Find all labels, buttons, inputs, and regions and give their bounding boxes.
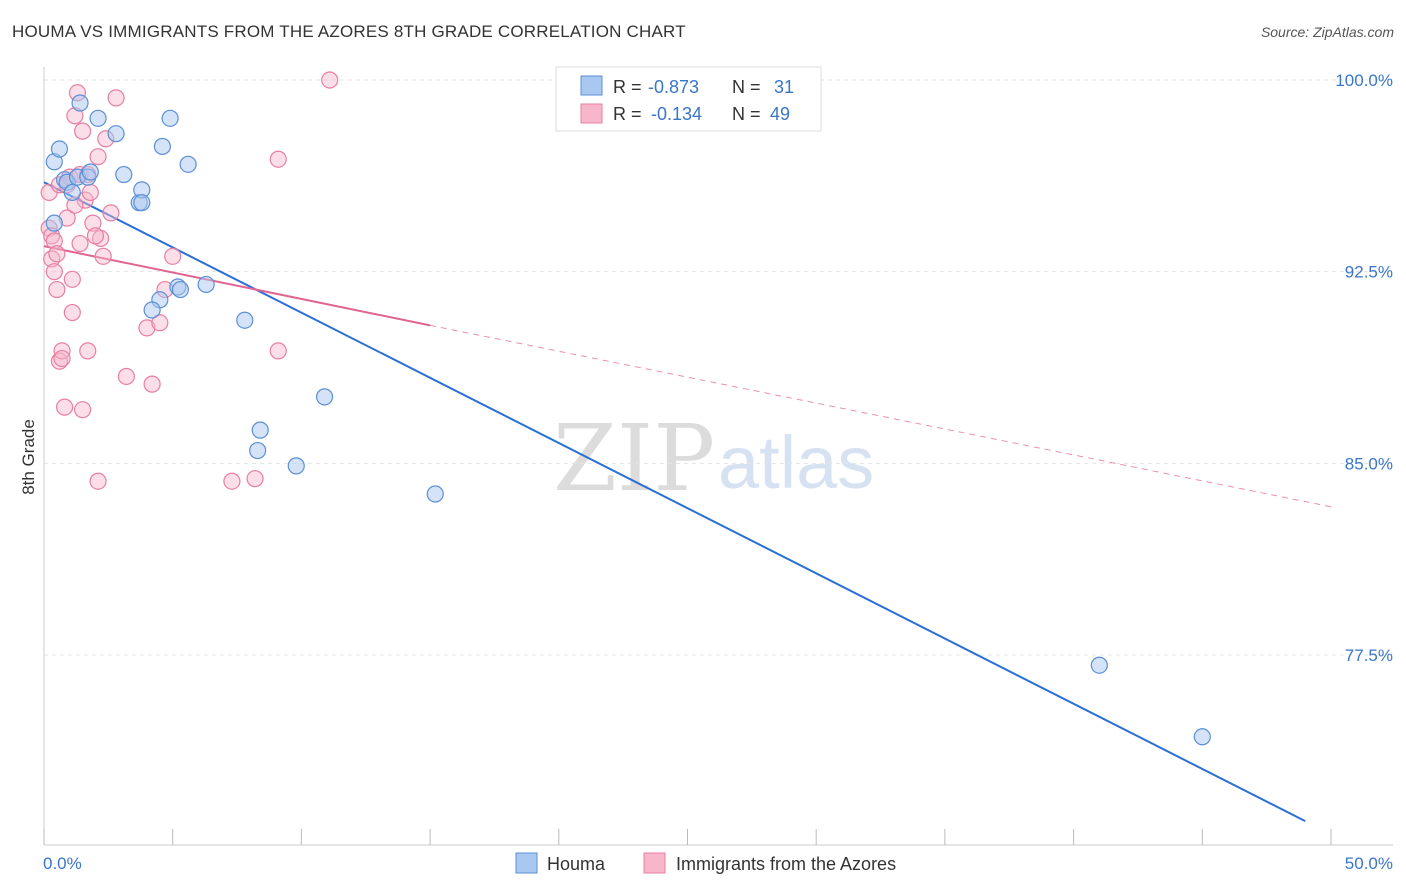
- x-tick-label-max: 50.0%: [1345, 854, 1393, 873]
- watermark-zip: ZIP: [553, 405, 715, 512]
- y-axis-label: 8th Grade: [19, 419, 38, 495]
- point-houma: [236, 311, 254, 329]
- point-azores: [55, 398, 74, 416]
- point-houma: [197, 275, 215, 294]
- point-azores: [71, 234, 89, 253]
- point-azores: [269, 342, 287, 360]
- point-azores: [63, 270, 81, 288]
- y-tick-labels: 77.5% 85.0% 92.5% 100.0%: [1335, 71, 1393, 665]
- point-azores: [223, 472, 241, 490]
- gridlines: [44, 79, 1393, 656]
- point-houma: [171, 280, 190, 299]
- legend-r-label-houma: R =: [613, 77, 642, 97]
- series-legend-label-houma: Houma: [547, 854, 606, 874]
- point-houma: [63, 183, 81, 202]
- point-houma: [107, 125, 125, 143]
- point-houma: [161, 109, 179, 127]
- point-azores: [86, 227, 105, 245]
- series-legend: Houma Immigrants from the Azores: [515, 852, 896, 874]
- point-houma: [115, 165, 133, 184]
- legend-r-value-azores: -0.134: [651, 104, 702, 124]
- trendlines: [43, 181, 1332, 823]
- point-houma: [133, 194, 151, 212]
- point-azores: [63, 303, 81, 322]
- point-houma: [287, 457, 305, 475]
- point-azores: [48, 280, 66, 299]
- axes: [43, 67, 1393, 846]
- series-legend-swatch-azores: [643, 852, 666, 874]
- point-azores: [89, 472, 107, 490]
- point-houma: [89, 109, 107, 127]
- source-credit: Source: ZipAtlas.com: [1260, 24, 1394, 40]
- point-azores: [269, 150, 287, 168]
- legend-r-value-houma: -0.873: [648, 77, 699, 97]
- series-legend-label-azores: Immigrants from the Azores: [676, 854, 896, 874]
- point-houma: [426, 485, 444, 503]
- legend-n-label-azores: N =: [732, 104, 761, 124]
- point-houma: [1090, 656, 1108, 674]
- point-azores: [151, 314, 169, 332]
- data-points: [40, 71, 1211, 746]
- trendline-azores: [43, 245, 431, 327]
- point-azores: [81, 183, 99, 202]
- point-azores: [74, 401, 92, 419]
- point-azores: [74, 122, 92, 140]
- point-houma: [45, 214, 63, 232]
- y-tick-label: 92.5%: [1345, 263, 1393, 282]
- point-azores: [84, 214, 102, 232]
- y-tick-label: 85.0%: [1345, 454, 1393, 473]
- point-houma: [179, 155, 197, 173]
- legend-n-value-houma: 31: [774, 77, 794, 97]
- point-azores: [79, 342, 97, 360]
- legend-swatch-azores: [580, 103, 603, 124]
- chart-title: HOUMA VS IMMIGRANTS FROM THE AZORES 8TH …: [12, 22, 686, 41]
- point-azores: [43, 250, 61, 268]
- point-azores: [138, 319, 156, 337]
- point-azores: [246, 470, 264, 488]
- point-azores: [107, 89, 125, 107]
- point-azores: [321, 71, 339, 89]
- point-houma: [315, 388, 334, 406]
- point-azores: [164, 247, 182, 265]
- legend-r-label-azores: R =: [613, 104, 642, 124]
- point-azores: [102, 204, 120, 222]
- legend-n-label-houma: N =: [732, 77, 761, 97]
- point-azores: [89, 148, 107, 166]
- point-houma: [71, 94, 89, 112]
- y-tick-label: 77.5%: [1345, 646, 1393, 665]
- series-legend-swatch-houma: [515, 852, 538, 874]
- point-houma: [143, 301, 161, 319]
- point-houma: [251, 421, 269, 439]
- legend-swatch-houma: [580, 75, 603, 96]
- point-azores: [45, 232, 63, 250]
- point-azores: [143, 375, 161, 393]
- point-houma: [81, 163, 99, 181]
- point-houma: [1193, 728, 1211, 746]
- stats-legend: R = -0.873 N = 31 R = -0.134 N = 49: [555, 66, 822, 132]
- point-azores: [45, 263, 63, 281]
- point-azores: [48, 245, 66, 263]
- point-azores: [117, 367, 135, 386]
- point-azores: [94, 247, 112, 265]
- point-houma: [153, 137, 172, 156]
- point-houma: [249, 441, 267, 460]
- point-azores: [53, 349, 71, 368]
- trendline-houma: [43, 181, 1306, 823]
- watermark-atlas: atlas: [718, 421, 874, 504]
- y-tick-label: 100.0%: [1335, 71, 1393, 90]
- point-houma: [50, 140, 69, 158]
- point-azores: [50, 352, 69, 370]
- x-tick-label-min: 0.0%: [43, 854, 82, 873]
- legend-n-value-azores: 49: [770, 104, 790, 124]
